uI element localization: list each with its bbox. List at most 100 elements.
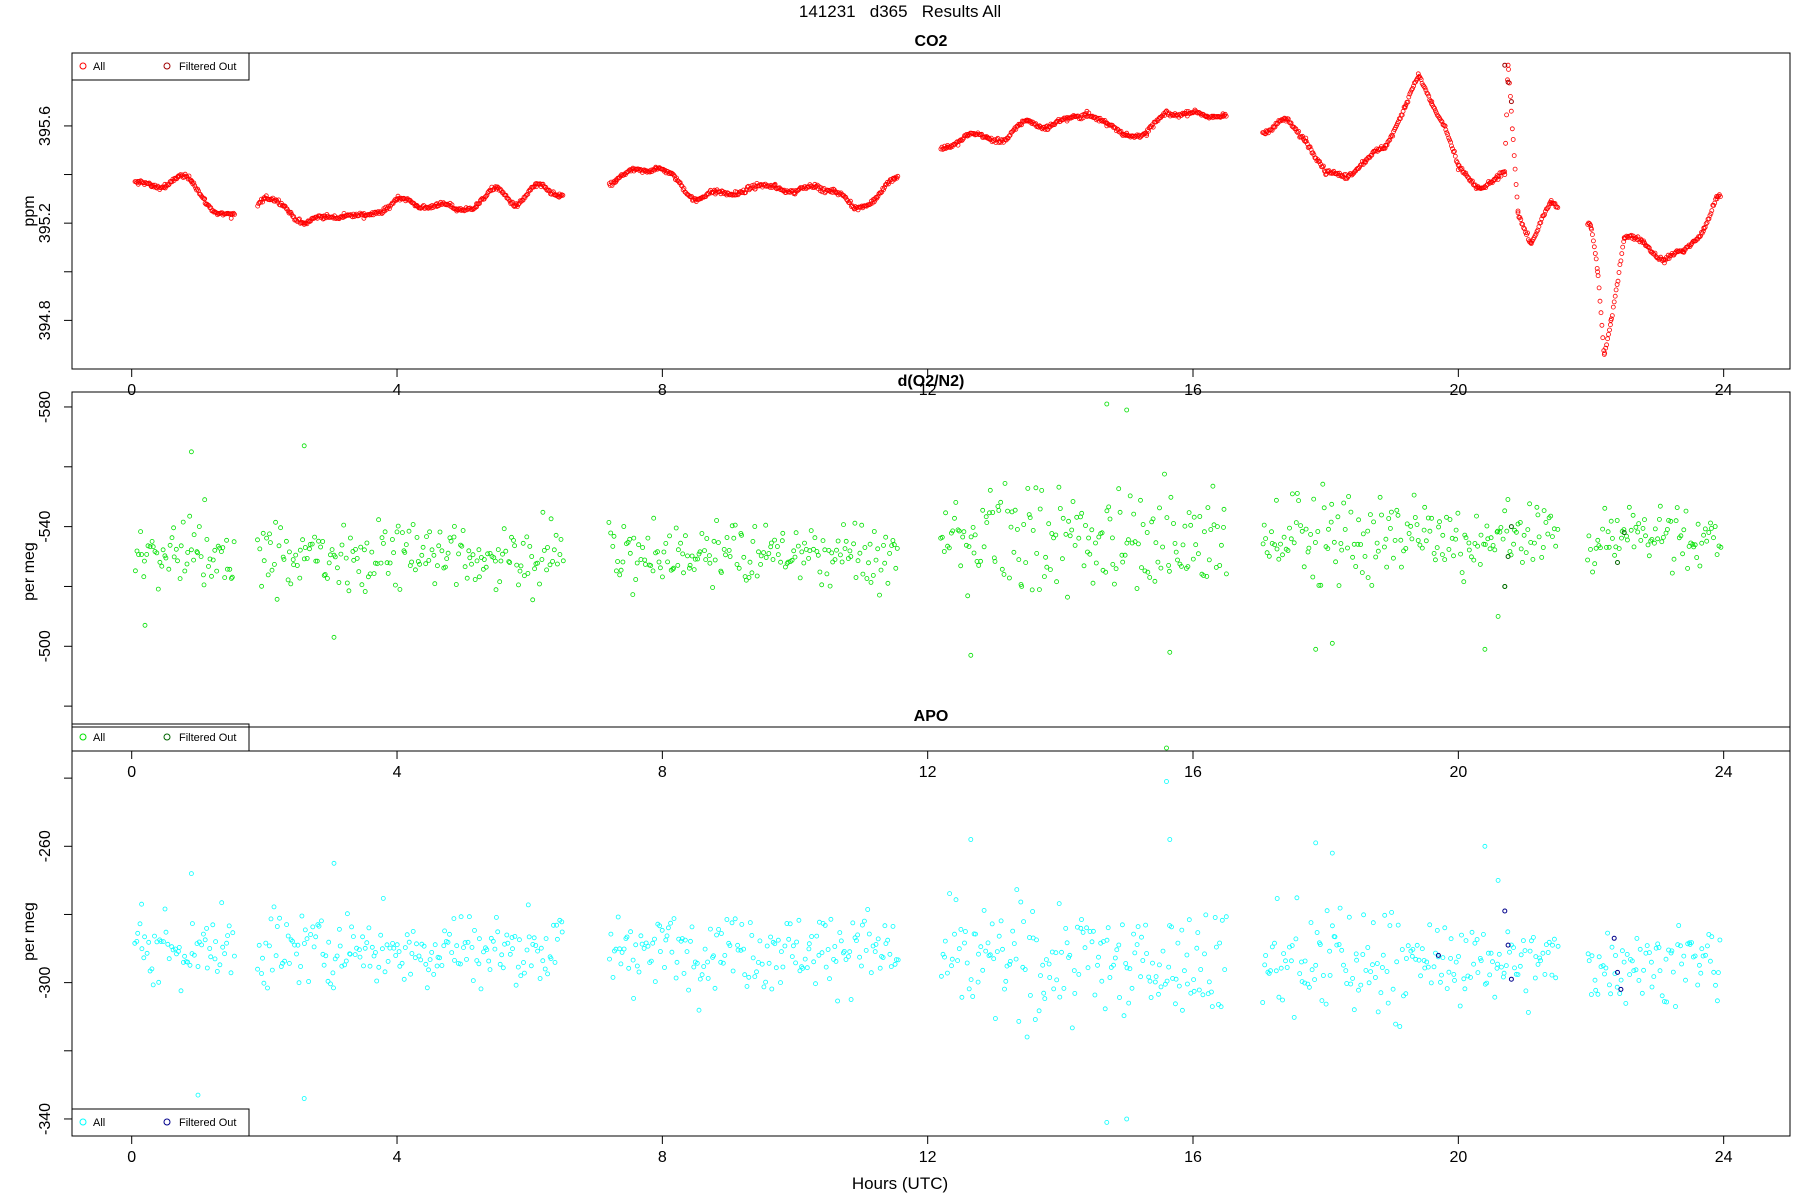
x-tick-label: 12 [919, 764, 937, 781]
data-point [726, 547, 732, 553]
data-point [1010, 928, 1016, 934]
data-point [1044, 564, 1050, 570]
data-point [476, 547, 482, 553]
data-point [1494, 529, 1500, 535]
data-point [206, 563, 211, 569]
data-point [1404, 956, 1409, 961]
data-point [1046, 961, 1052, 967]
data-point [875, 546, 881, 552]
data-point [1468, 974, 1473, 980]
data-point [431, 552, 437, 558]
data-point [493, 184, 499, 190]
data-point [1615, 560, 1620, 565]
data-point [1542, 971, 1548, 977]
data-point [137, 921, 143, 927]
data-point [978, 944, 984, 950]
x-tick-label: 0 [127, 764, 136, 781]
data-point [1593, 256, 1599, 262]
data-point [166, 566, 172, 572]
data-point [525, 191, 531, 197]
data-point [196, 188, 201, 194]
data-point [976, 951, 981, 957]
data-point [518, 973, 524, 979]
data-point [1697, 234, 1702, 240]
data-point [521, 960, 526, 965]
data-point [222, 951, 228, 957]
data-point [1536, 534, 1542, 540]
data-point [1521, 532, 1527, 538]
data-point [191, 952, 197, 958]
data-point [839, 559, 845, 565]
data-point [980, 507, 986, 513]
data-point [1303, 138, 1309, 144]
data-point [1690, 541, 1696, 547]
data-point [189, 921, 195, 927]
data-point [494, 186, 499, 192]
data-point [1323, 1001, 1329, 1007]
data-point [1175, 557, 1180, 563]
data-point [1515, 210, 1521, 216]
data-point [687, 565, 692, 571]
data-point [943, 510, 948, 516]
plot-frame [71, 391, 1791, 752]
data-point [1502, 584, 1508, 589]
data-point [1194, 945, 1200, 951]
data-point [959, 994, 965, 1000]
data-point [1600, 963, 1606, 969]
data-point [191, 557, 197, 563]
data-point [454, 943, 460, 949]
data-point [677, 180, 683, 186]
data-point [554, 922, 559, 928]
data-point [1526, 1009, 1531, 1015]
data-point [441, 943, 447, 949]
data-point [1056, 901, 1062, 907]
data-point [288, 937, 294, 943]
data-point [1389, 909, 1394, 915]
data-point [819, 950, 825, 956]
data-point [142, 622, 148, 628]
data-point [697, 549, 703, 555]
data-point [185, 959, 191, 965]
data-point [1482, 981, 1488, 987]
data-point [1431, 104, 1436, 110]
data-point [1421, 958, 1427, 963]
data-point [1152, 979, 1158, 985]
data-point [146, 939, 152, 945]
data-point [1412, 515, 1418, 520]
data-point [478, 986, 484, 992]
data-point [1269, 944, 1275, 950]
data-point [659, 927, 665, 933]
data-point [1449, 535, 1455, 541]
data-point [175, 174, 181, 180]
data-point [1495, 176, 1501, 182]
data-point [630, 957, 636, 963]
data-point [1042, 126, 1048, 132]
data-point [337, 943, 343, 949]
data-point [1144, 951, 1149, 956]
data-point [1001, 571, 1007, 577]
data-point [1521, 938, 1526, 944]
data-point [1508, 108, 1514, 114]
data-point [712, 985, 718, 991]
data-point [682, 937, 688, 943]
y-tick-label: -300 [37, 967, 54, 999]
data-point [860, 571, 866, 577]
data-point [1515, 208, 1521, 214]
points-all [132, 401, 1724, 751]
data-point [304, 555, 310, 561]
data-point [544, 187, 550, 193]
data-point [1492, 994, 1498, 1000]
data-point [1076, 535, 1082, 541]
data-point [551, 547, 557, 553]
data-point [1708, 211, 1714, 217]
data-point [829, 550, 835, 556]
data-point [1477, 955, 1483, 961]
data-point [548, 516, 554, 522]
data-point [204, 536, 210, 542]
data-point [885, 937, 891, 943]
data-point [1294, 895, 1300, 901]
data-point [136, 552, 142, 557]
data-point [1502, 62, 1508, 68]
data-point [408, 971, 414, 977]
data-point [449, 950, 455, 956]
